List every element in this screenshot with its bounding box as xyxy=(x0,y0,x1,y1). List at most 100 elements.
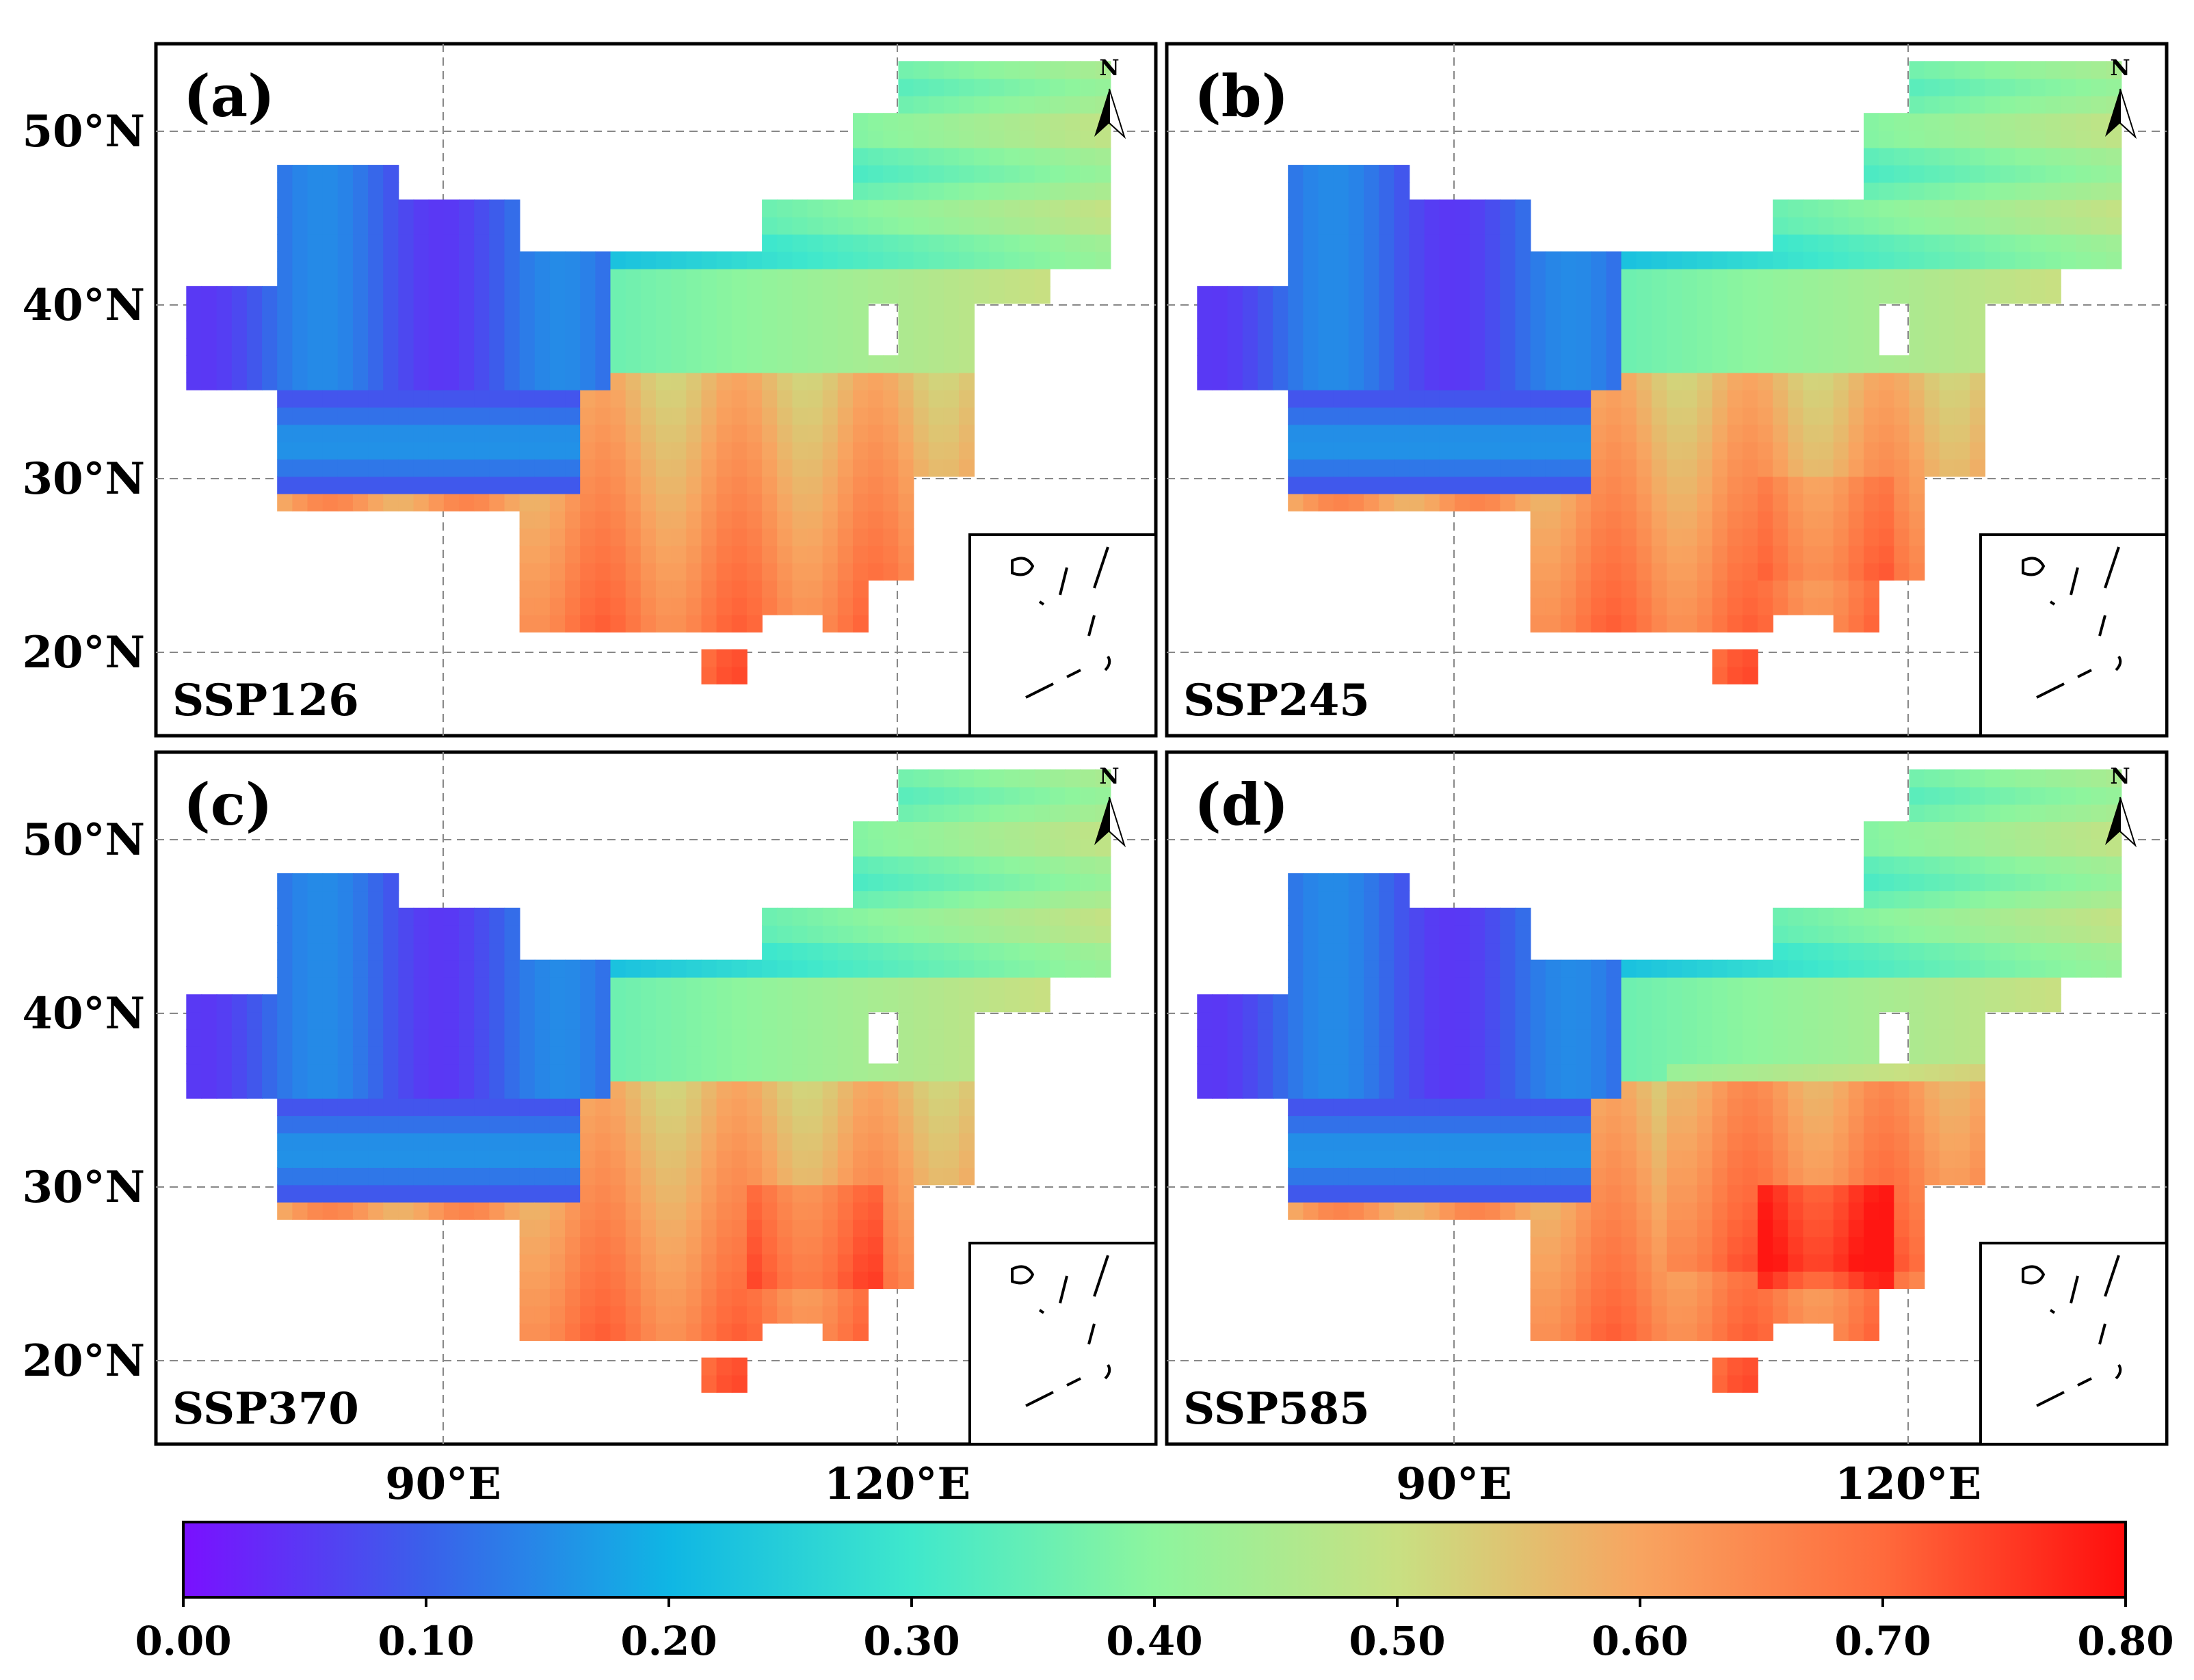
heatmap-cell xyxy=(1970,976,1985,995)
heatmap-cell xyxy=(428,217,445,235)
heatmap-cell xyxy=(959,355,975,373)
heatmap-cell xyxy=(1697,1253,1713,1272)
heatmap-cell xyxy=(807,1184,823,1203)
heatmap-cell xyxy=(1727,563,1743,581)
heatmap-cell xyxy=(1712,1115,1728,1134)
heatmap-cell xyxy=(595,1271,611,1290)
heatmap-cell xyxy=(792,1046,808,1065)
heatmap-cell xyxy=(792,199,808,217)
heatmap-cell xyxy=(1985,976,2001,995)
heatmap-cell xyxy=(595,476,611,494)
heatmap-cell xyxy=(1985,769,2001,788)
heatmap-cell xyxy=(1500,1201,1516,1220)
heatmap-cell xyxy=(1727,666,1743,684)
heatmap-cell xyxy=(1682,1271,1698,1290)
heatmap-cell xyxy=(913,1115,929,1134)
heatmap-cell xyxy=(1939,424,1955,442)
heatmap-cell xyxy=(1864,1098,1879,1117)
heatmap-cell xyxy=(853,165,869,183)
heatmap-cell xyxy=(1667,286,1682,304)
heatmap-cell xyxy=(1348,493,1364,511)
heatmap-cell xyxy=(201,1080,217,1099)
heatmap-cell xyxy=(2000,165,2016,183)
heatmap-cell xyxy=(1909,563,1925,581)
heatmap-cell xyxy=(428,251,445,269)
heatmap-cell xyxy=(1409,320,1425,338)
heatmap-cell xyxy=(489,493,505,511)
heatmap-cell xyxy=(534,372,551,390)
heatmap-cell xyxy=(1636,1253,1652,1272)
heatmap-cell xyxy=(671,1080,687,1099)
heatmap-cell xyxy=(534,1046,551,1065)
heatmap-cell xyxy=(686,597,702,615)
heatmap-cell xyxy=(1864,1201,1879,1220)
heatmap-cell xyxy=(671,1201,687,1220)
heatmap-cell xyxy=(231,1028,248,1047)
heatmap-cell xyxy=(1682,251,1698,269)
heatmap-cell xyxy=(943,925,960,944)
heatmap-cell xyxy=(1636,597,1652,615)
heatmap-cell xyxy=(1019,769,1035,788)
heatmap-cell xyxy=(898,217,914,235)
heatmap-cell xyxy=(2030,199,2046,217)
heatmap-cell xyxy=(443,1167,460,1186)
heatmap-cell xyxy=(398,217,414,235)
heatmap-cell xyxy=(1864,424,1879,442)
heatmap-cell xyxy=(489,976,505,995)
heatmap-cell xyxy=(1727,1063,1743,1082)
heatmap-cell xyxy=(1485,1201,1501,1220)
heatmap-cell xyxy=(1757,268,1773,286)
heatmap-cell xyxy=(1470,459,1485,477)
heatmap-cell xyxy=(1788,355,1804,373)
heatmap-cell xyxy=(565,268,581,286)
heatmap-cell xyxy=(1303,890,1319,909)
heatmap-cell xyxy=(2060,821,2076,840)
heatmap-cell xyxy=(1909,1132,1925,1151)
heatmap-cell xyxy=(1712,1253,1728,1272)
heatmap-cell xyxy=(1742,268,1758,286)
heatmap-cell xyxy=(716,372,732,390)
heatmap-cell xyxy=(1439,1080,1455,1099)
heatmap-cell xyxy=(898,994,914,1013)
heatmap-cell xyxy=(822,320,838,338)
heatmap-cell xyxy=(1004,769,1020,788)
heatmap-cell xyxy=(1606,1271,1622,1290)
heatmap-cell xyxy=(1697,320,1713,338)
heatmap-cell xyxy=(822,1080,838,1099)
heatmap-cell xyxy=(534,268,551,286)
heatmap-cell xyxy=(822,1028,838,1047)
heatmap-cell xyxy=(686,1201,702,1220)
heatmap-cell xyxy=(837,372,854,390)
heatmap-cell xyxy=(1864,303,1879,321)
heatmap-cell xyxy=(1288,959,1304,978)
heatmap-cell xyxy=(610,1063,626,1082)
heatmap-cell xyxy=(549,251,566,269)
heatmap-cell xyxy=(1454,1063,1470,1082)
heatmap-cell xyxy=(1212,355,1228,373)
heatmap-cell xyxy=(1303,199,1319,217)
heatmap-cell xyxy=(504,234,520,252)
heatmap-cell xyxy=(898,165,914,183)
heatmap-cell xyxy=(913,286,929,304)
heatmap-cell xyxy=(1848,1253,1864,1272)
heatmap-cell xyxy=(2000,217,2016,235)
heatmap-cell xyxy=(640,268,657,286)
heatmap-cell xyxy=(701,1201,717,1220)
heatmap-cell xyxy=(1757,372,1773,390)
heatmap-cell xyxy=(959,769,975,788)
heatmap-cell xyxy=(943,78,960,96)
heatmap-cell xyxy=(2060,925,2076,944)
heatmap-cell xyxy=(1833,976,1849,995)
heatmap-cell xyxy=(1454,251,1470,269)
heatmap-cell xyxy=(1667,1011,1682,1030)
heatmap-cell xyxy=(1034,907,1050,926)
heatmap-cell xyxy=(1864,372,1879,390)
heatmap-cell xyxy=(1742,1080,1758,1099)
heatmap-cell xyxy=(1530,1098,1546,1117)
heatmap-cell xyxy=(898,1184,914,1203)
heatmap-cell xyxy=(1034,803,1050,822)
north-label-d: N xyxy=(2110,763,2130,789)
heatmap-cell xyxy=(1924,769,1940,788)
heatmap-cell xyxy=(1909,407,1925,425)
heatmap-cell xyxy=(1485,355,1501,373)
